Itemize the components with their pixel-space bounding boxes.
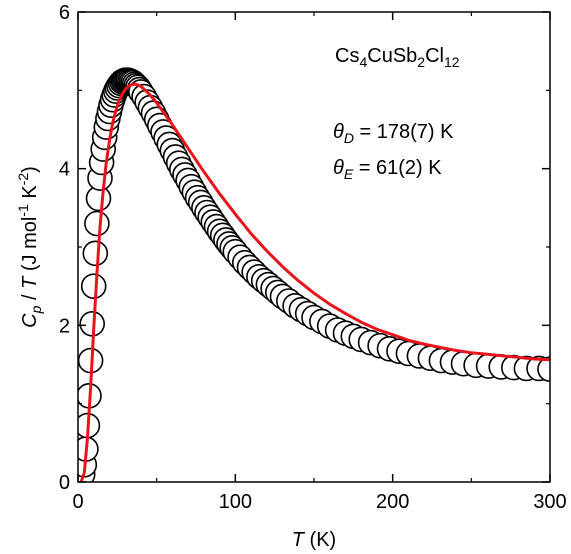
compound-formula: Cs4CuSb2Cl12 [335, 45, 460, 70]
data-point [80, 273, 107, 300]
x-tick-label: 0 [72, 491, 83, 513]
data-layer [78, 67, 550, 482]
fit-line [79, 82, 550, 482]
y-axis-label: Cp / T (J mol-1 K-2) [15, 166, 44, 328]
y-tick-label: 2 [59, 315, 70, 337]
x-tick-label: 200 [376, 491, 409, 513]
y-tick-label: 4 [59, 159, 70, 181]
data-point [537, 356, 550, 382]
theta-d-annotation: θD = 178(7) K [333, 121, 454, 146]
ticks-layer: 0 100 200 300 0 2 4 6 [59, 2, 567, 513]
x-tick-label: 100 [219, 491, 252, 513]
x-axis-label: T (K) [292, 529, 336, 551]
y-tick-label: 0 [59, 472, 70, 494]
y-tick-label: 6 [59, 2, 70, 24]
theta-e-annotation: θE = 61(2) K [333, 157, 442, 182]
x-tick-label: 300 [533, 491, 566, 513]
data-point [84, 210, 110, 237]
data-point [82, 240, 109, 267]
